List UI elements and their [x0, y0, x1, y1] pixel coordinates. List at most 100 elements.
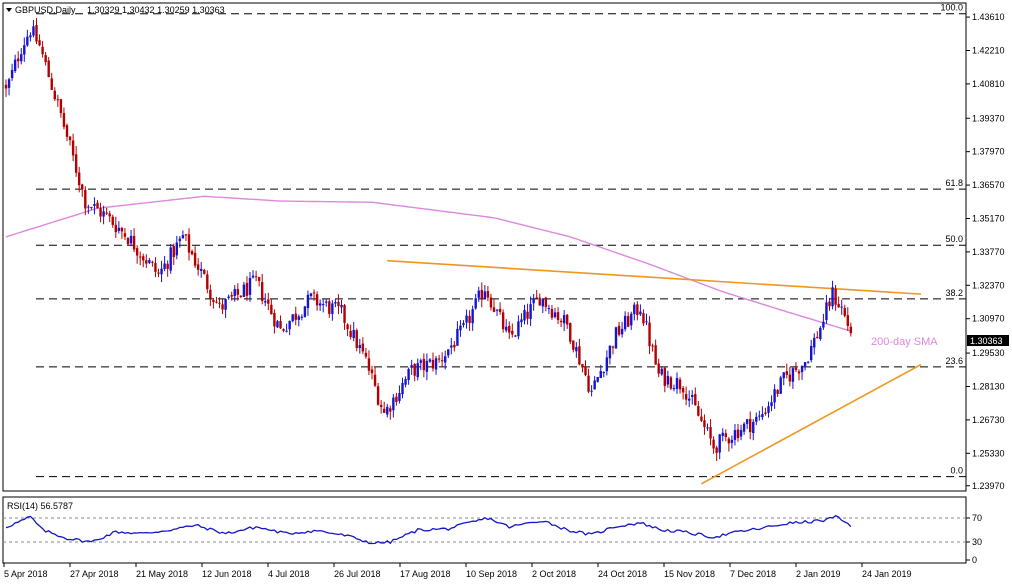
candle-body [386, 406, 389, 415]
candle [651, 343, 654, 352]
candle [227, 294, 230, 300]
candle-body [383, 408, 386, 413]
candle [196, 257, 200, 276]
candle-body [193, 252, 197, 266]
candle-body [782, 372, 785, 379]
candle [337, 294, 340, 315]
candle-body [254, 276, 258, 278]
candle [587, 368, 590, 394]
candle-body [822, 321, 825, 328]
candle [181, 230, 185, 239]
rsi-indicator: 70 30 0 [3, 513, 982, 565]
candle-body [361, 343, 365, 352]
candle [99, 202, 102, 223]
candle-body [398, 393, 401, 401]
candle [822, 313, 825, 330]
candle-body [239, 295, 243, 297]
candle-body [13, 59, 17, 72]
candle [486, 286, 490, 302]
candle-body [745, 419, 749, 424]
candle-body [752, 421, 755, 434]
candle-body [505, 326, 508, 331]
candle-body [681, 387, 685, 393]
candlesticks [4, 18, 853, 461]
candle-body [23, 45, 26, 55]
candle-body [340, 304, 343, 308]
candle [541, 297, 544, 314]
candle [608, 345, 612, 365]
candle-body [828, 301, 831, 307]
candle-body [456, 328, 459, 346]
candle [309, 292, 313, 298]
candle [700, 408, 703, 422]
candle-body [41, 46, 44, 55]
candle [803, 362, 807, 371]
price-tick-label: 1.32370 [972, 280, 1005, 290]
candle-body [675, 377, 679, 389]
candle-body [102, 211, 105, 217]
candle [840, 299, 843, 315]
candle-body [733, 430, 737, 440]
rsi-line [5, 515, 852, 545]
candle [627, 312, 630, 328]
candle-body [501, 312, 505, 330]
candle [547, 304, 551, 315]
candle [492, 299, 496, 313]
candle [218, 297, 221, 309]
candle-body [65, 125, 69, 137]
candle-body [623, 315, 627, 330]
candle [142, 253, 145, 268]
candle [325, 298, 328, 307]
candle [440, 352, 444, 368]
candle-body [38, 40, 41, 46]
rsi-tick-label: 70 [972, 513, 982, 523]
candle [578, 338, 581, 366]
candle-body [447, 349, 450, 356]
candle [209, 284, 212, 306]
candle-body [431, 359, 435, 369]
candle [514, 334, 517, 338]
candle [392, 394, 395, 418]
candle-body [608, 345, 612, 359]
candle-body [767, 406, 770, 413]
candle [315, 291, 319, 311]
candle [245, 276, 249, 301]
candle [599, 364, 602, 379]
symbol-header: GBPUSD,Daily 1.30329 1.30432 1.30259 1.3… [6, 5, 225, 15]
candle-body [233, 289, 236, 297]
candle [837, 296, 840, 308]
candle [648, 316, 651, 355]
candle [370, 365, 374, 380]
candle [187, 228, 191, 261]
candle-body [355, 330, 358, 349]
candle [65, 123, 69, 142]
candle [538, 293, 541, 306]
candle [489, 293, 493, 311]
candle-body [526, 311, 529, 319]
candle [257, 276, 261, 287]
candle [831, 280, 834, 310]
candle [172, 243, 175, 266]
candle-body [50, 78, 53, 90]
candle [322, 299, 325, 313]
candle [779, 375, 782, 394]
candle [38, 34, 41, 47]
candle [410, 359, 413, 375]
candle [331, 300, 334, 321]
candle-body [605, 357, 609, 372]
candle [575, 342, 578, 358]
candle-body [169, 247, 172, 271]
candle-body [157, 272, 160, 274]
candle-body [17, 58, 20, 62]
candle-body [495, 309, 499, 311]
candle-body [224, 299, 227, 310]
candle-body [437, 358, 441, 360]
time-tick-label: 7 Dec 2018 [730, 569, 776, 579]
candle-body [498, 308, 502, 312]
candle-body [413, 363, 416, 376]
candle-body [142, 256, 145, 261]
candle-body [273, 312, 276, 327]
candle [248, 272, 252, 302]
time-tick-label: 17 Aug 2018 [400, 569, 451, 579]
candle-body [630, 313, 633, 326]
